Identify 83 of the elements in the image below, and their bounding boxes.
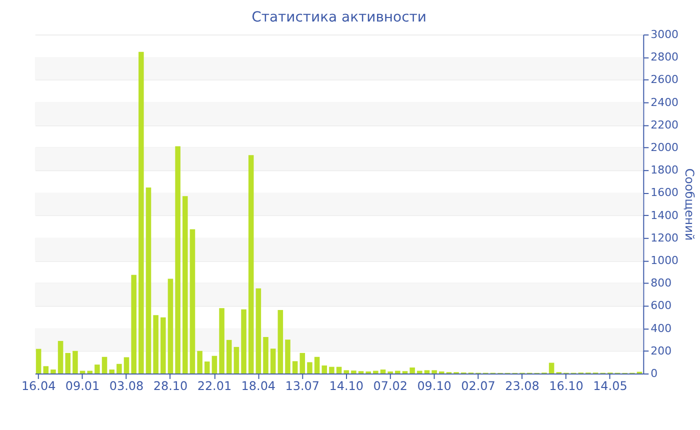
x-tick-label: 14.10	[329, 378, 364, 393]
bar	[146, 187, 152, 374]
y-tick-label: 1000	[650, 254, 679, 267]
bar	[138, 52, 144, 374]
y-tick-label: 1800	[650, 164, 679, 177]
y-tick-label: 1600	[650, 186, 679, 200]
bar	[248, 155, 254, 374]
bar	[234, 346, 240, 374]
y-tick-label: 0	[650, 366, 658, 380]
bar	[300, 352, 306, 374]
bar	[373, 370, 378, 374]
bar	[116, 364, 122, 374]
bar	[270, 348, 276, 374]
bar	[94, 364, 100, 374]
bar	[72, 350, 78, 374]
bar	[43, 366, 49, 374]
x-tick-label: 13.07	[285, 378, 320, 393]
bar	[417, 370, 422, 374]
x-tick-label: 02.07	[461, 378, 496, 393]
bar	[395, 370, 400, 374]
bar	[65, 352, 71, 374]
bar	[329, 366, 334, 374]
bar	[344, 370, 349, 374]
bar	[336, 366, 342, 374]
bar	[380, 370, 386, 374]
bar	[153, 315, 158, 374]
bar	[351, 370, 356, 374]
x-tick-label: 09.10	[417, 378, 452, 393]
y-tick-label: 400	[650, 322, 672, 335]
bar	[432, 370, 437, 374]
y-tick-label: 2600	[650, 73, 679, 86]
y-tick-label: 1200	[650, 231, 679, 244]
y-tick-label: 600	[650, 299, 672, 312]
y-tick-label: 1400	[650, 208, 679, 222]
bar	[263, 337, 268, 374]
bar	[190, 229, 196, 374]
bar	[410, 368, 415, 374]
bar	[160, 317, 166, 374]
y-tick-label: 2400	[650, 96, 679, 109]
y-tick-label: 3000	[650, 28, 679, 41]
chart-title: Статистика активности	[252, 10, 426, 26]
bar	[109, 370, 114, 374]
bar	[102, 356, 108, 374]
bar	[226, 340, 232, 374]
bar	[87, 370, 92, 374]
bar	[197, 350, 202, 374]
bar	[58, 340, 64, 374]
bar	[50, 370, 56, 374]
bar	[256, 288, 262, 374]
x-tick-label: 16.10	[549, 378, 584, 393]
y-tick-label: 2000	[650, 140, 679, 154]
bar	[124, 357, 130, 374]
bar	[285, 340, 290, 374]
bar	[424, 370, 430, 374]
x-tick-label: 16.04	[21, 378, 56, 393]
bar	[292, 361, 298, 374]
x-tick-label: 14.05	[593, 378, 628, 393]
bar	[241, 309, 246, 374]
bar	[219, 308, 224, 374]
bar	[204, 362, 210, 374]
y-tick-label: 2200	[650, 118, 679, 132]
x-tick-label: 18.04	[241, 378, 276, 393]
bar	[278, 310, 284, 374]
y-axis-title: Сообщений	[682, 168, 697, 241]
y-tick-label: 800	[650, 276, 672, 290]
x-tick-label: 03.08	[109, 378, 144, 393]
bar	[212, 356, 218, 374]
bar	[175, 146, 180, 374]
bar	[36, 348, 42, 374]
bar	[322, 365, 328, 374]
y-tick-label: 2800	[650, 50, 679, 64]
bar	[548, 362, 554, 374]
bar	[182, 196, 188, 374]
bar	[314, 356, 320, 374]
x-tick-label: 07.02	[373, 378, 408, 393]
x-tick-label: 22.01	[197, 378, 232, 393]
bar	[307, 362, 312, 374]
x-tick-label: 28.10	[153, 378, 188, 393]
bar	[168, 278, 174, 374]
x-tick-label: 09.01	[65, 378, 100, 393]
y-tick-label: 200	[650, 344, 672, 358]
bar	[131, 274, 136, 374]
x-tick-label: 23.08	[505, 378, 540, 393]
